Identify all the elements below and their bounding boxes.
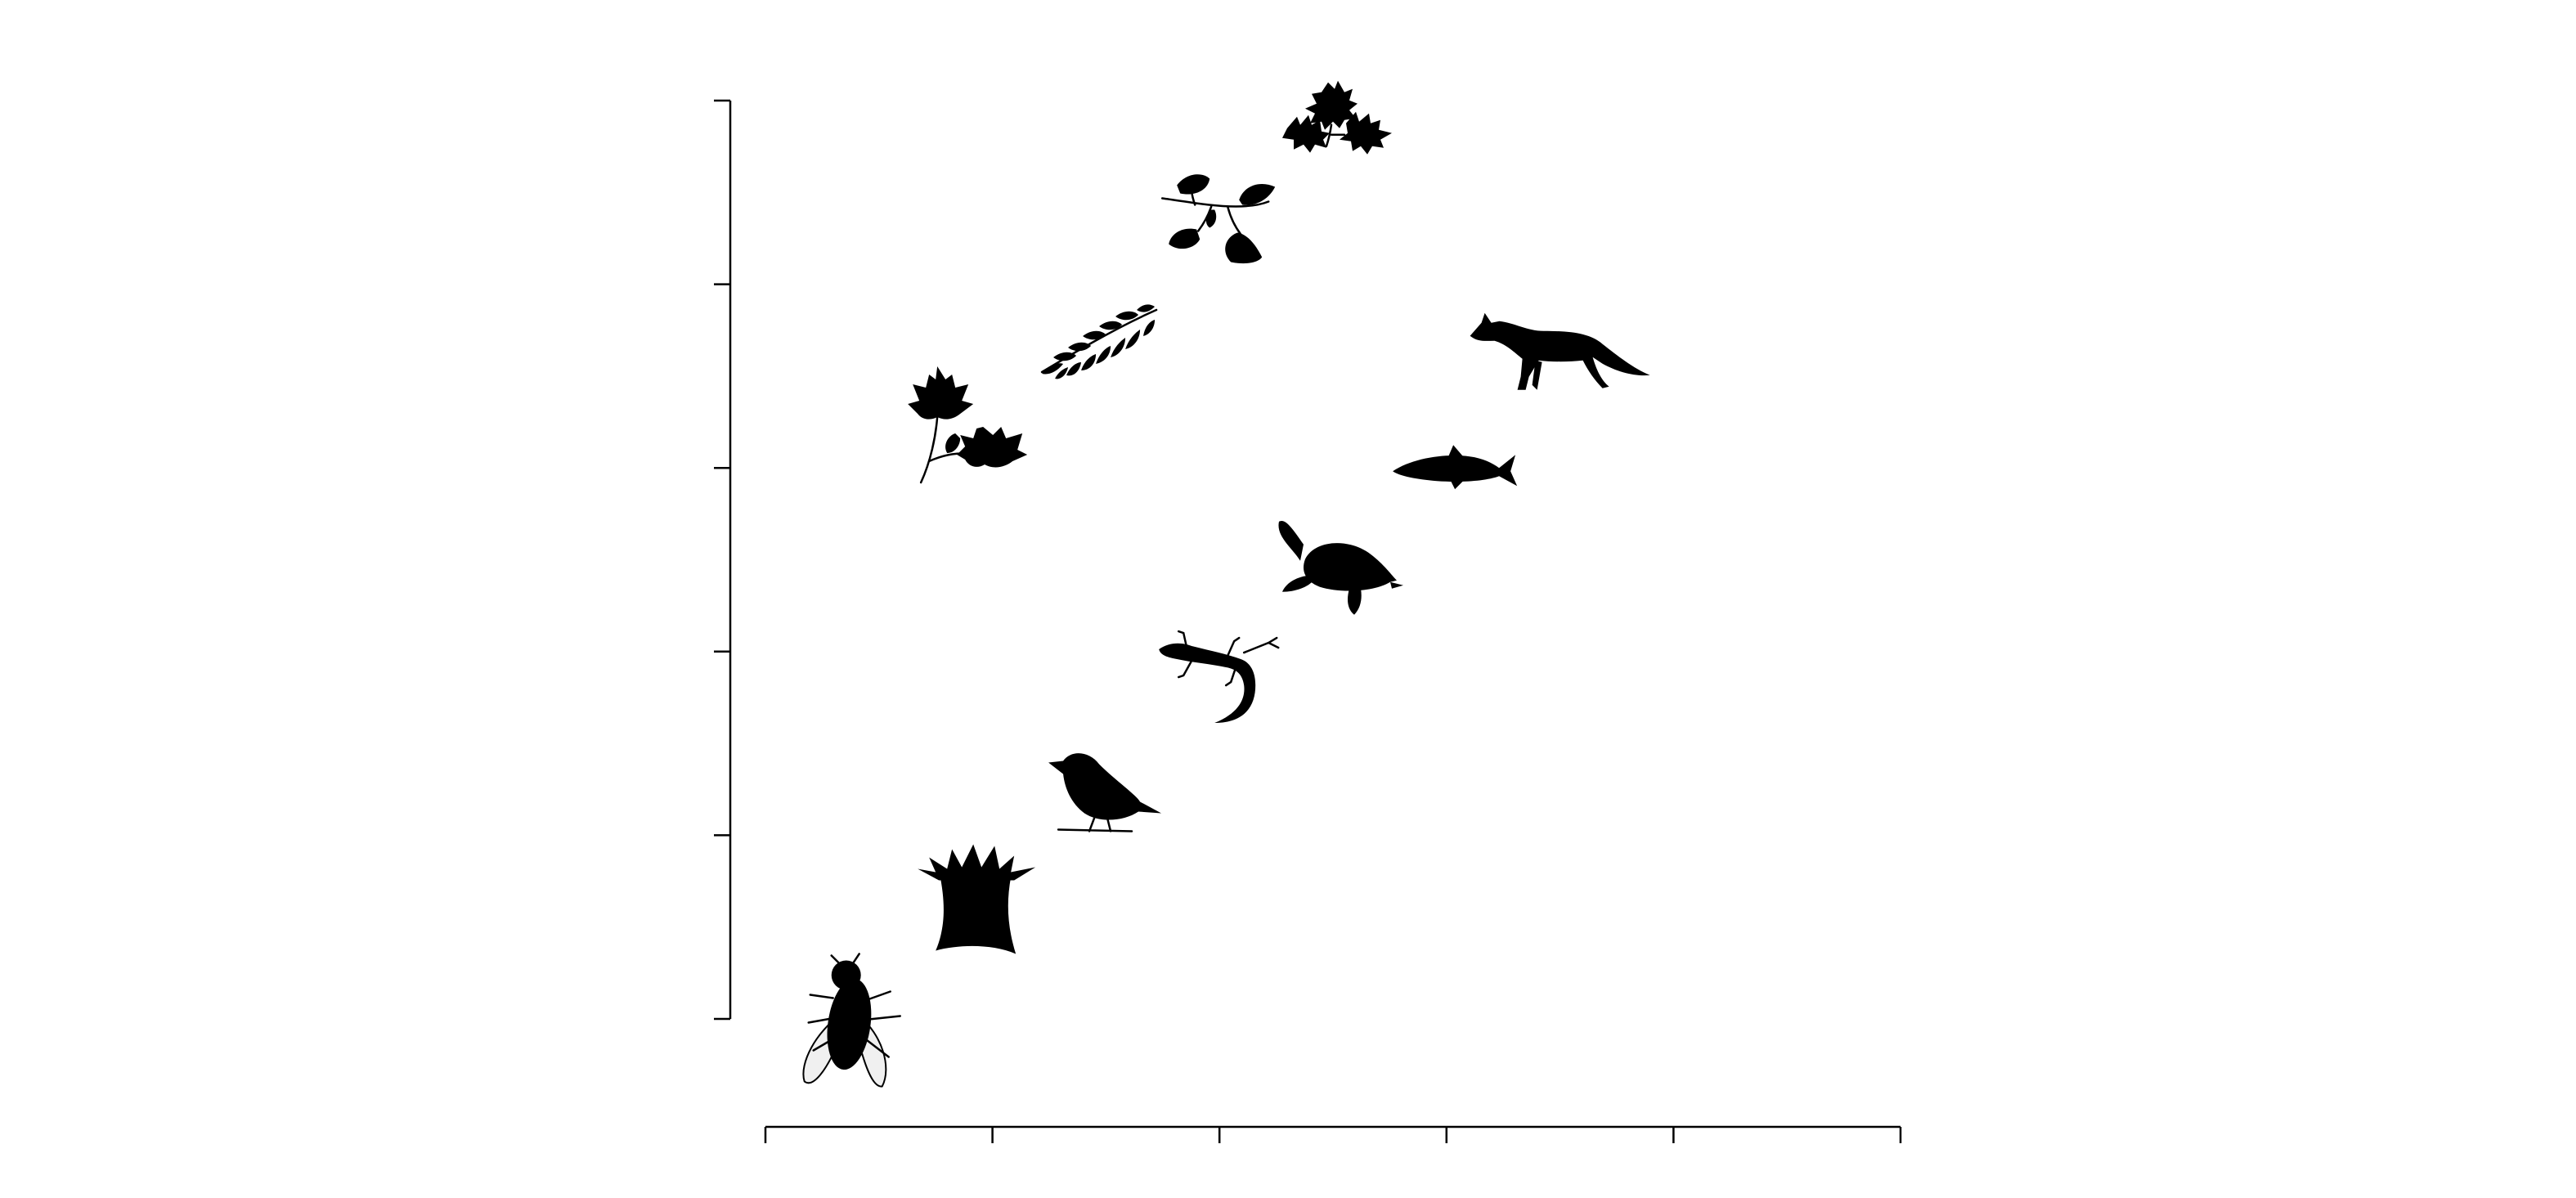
oak-leaf-icon	[1281, 79, 1393, 155]
data-points	[802, 79, 1650, 1088]
y-axis	[714, 99, 732, 1021]
y-axis-ticks	[714, 99, 730, 1021]
bird-icon	[1047, 752, 1163, 832]
x-axis-ticks	[764, 1127, 1902, 1143]
turtle-icon	[1278, 520, 1403, 615]
maple-leaf-icon	[906, 365, 1029, 484]
sea-anemone-icon	[918, 844, 1036, 954]
fish-icon	[1393, 445, 1518, 490]
lizard-icon	[1157, 630, 1280, 725]
fox-icon	[1470, 312, 1650, 390]
x-axis	[764, 1125, 1902, 1143]
fern-leaf-icon	[1040, 303, 1158, 380]
fly-icon	[802, 953, 901, 1088]
birch-leaf-icon	[1160, 173, 1277, 265]
